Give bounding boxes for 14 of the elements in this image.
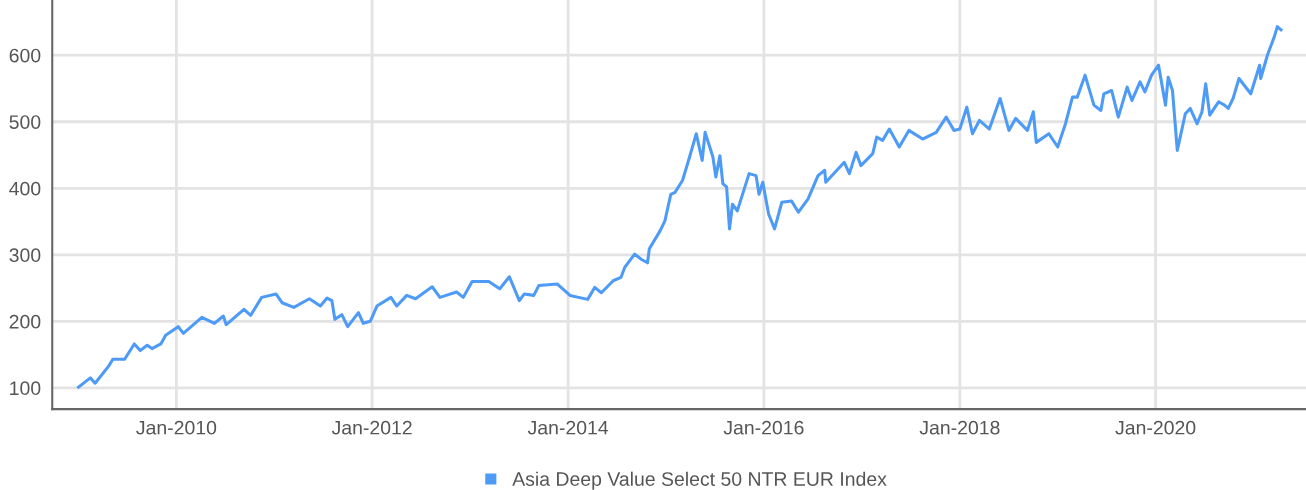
x-tick-label: Jan-2014 — [527, 420, 609, 435]
y-tick-label: 600 — [9, 48, 41, 63]
x-tick-label: Jan-2012 — [331, 420, 412, 435]
y-tick-label: 100 — [10, 381, 41, 396]
x-tick-label: Jan-2016 — [723, 420, 804, 435]
line-series — [76, 25, 1283, 389]
y-tick-label: 300 — [9, 248, 41, 263]
x-tick-label: Jan-2010 — [136, 420, 217, 435]
y-tick-label: 500 — [9, 115, 41, 129]
x-tick-label: Jan-2018 — [919, 420, 1000, 435]
y-tick-label: 400 — [9, 181, 41, 196]
x-tick-label: Jan-2020 — [1115, 420, 1196, 435]
y-tick-label: 200 — [9, 314, 41, 329]
legend-label: Asia Deep Value Select 50 NTR EUR Index — [512, 471, 887, 490]
